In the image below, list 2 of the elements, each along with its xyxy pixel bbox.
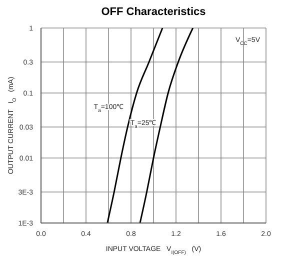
line-series bbox=[139, 28, 194, 223]
chart-title: OFF Characteristics bbox=[100, 6, 207, 18]
